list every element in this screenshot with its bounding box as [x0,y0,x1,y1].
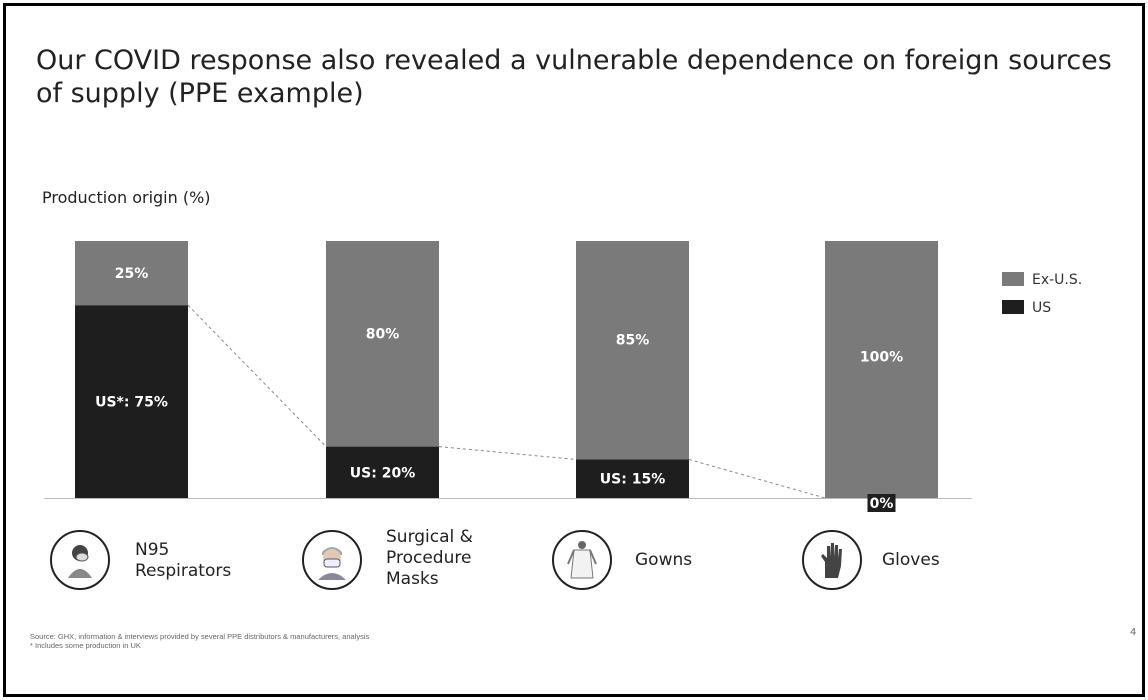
category-label-surgical-masks: Surgical & Procedure Masks [386,527,473,589]
bar-ex-us [326,241,439,447]
chart-subtitle: Production origin (%) [42,188,211,207]
data-label-us: US*: 75% [95,395,168,411]
legend-swatch [1002,272,1024,286]
data-label-ex-us: 85% [616,332,650,348]
category-label-gloves: Gloves [882,550,940,570]
data-label-ex-us: 25% [115,266,149,282]
page-number: 4 [1130,627,1137,638]
bar-us [75,305,188,498]
dashed-connector [438,446,577,460]
data-label-us: US: 20% [350,465,415,481]
data-label-ex-us: 100% [860,350,903,366]
surgical-mask-person-icon [302,530,362,590]
data-label-us: 0% [870,496,894,512]
category-label-gowns: Gowns [635,550,693,570]
category-label-n95: N95 Respirators [135,540,232,581]
legend-swatch [1002,300,1024,314]
bar-ex-us [75,241,188,306]
dashed-connector [187,304,327,447]
data-label-us: US: 15% [600,472,665,488]
bar-ex-us [576,241,689,460]
dashed-connector [688,458,826,499]
bar-us [326,446,439,498]
data-label-ex-us: 80% [366,327,400,343]
slide-title: Our COVID response also revealed a vulne… [36,45,1112,109]
respirator-person-icon [50,530,110,590]
legend-label: US [1032,300,1051,316]
zero-label-bg [867,494,896,512]
source-note: Source: GHX, information & interviews pr… [30,632,370,650]
gown-icon [552,530,612,590]
glove-icon [802,530,862,590]
legend-label: Ex-U.S. [1032,272,1082,288]
bar-us [576,459,689,498]
bar-ex-us [825,241,938,498]
